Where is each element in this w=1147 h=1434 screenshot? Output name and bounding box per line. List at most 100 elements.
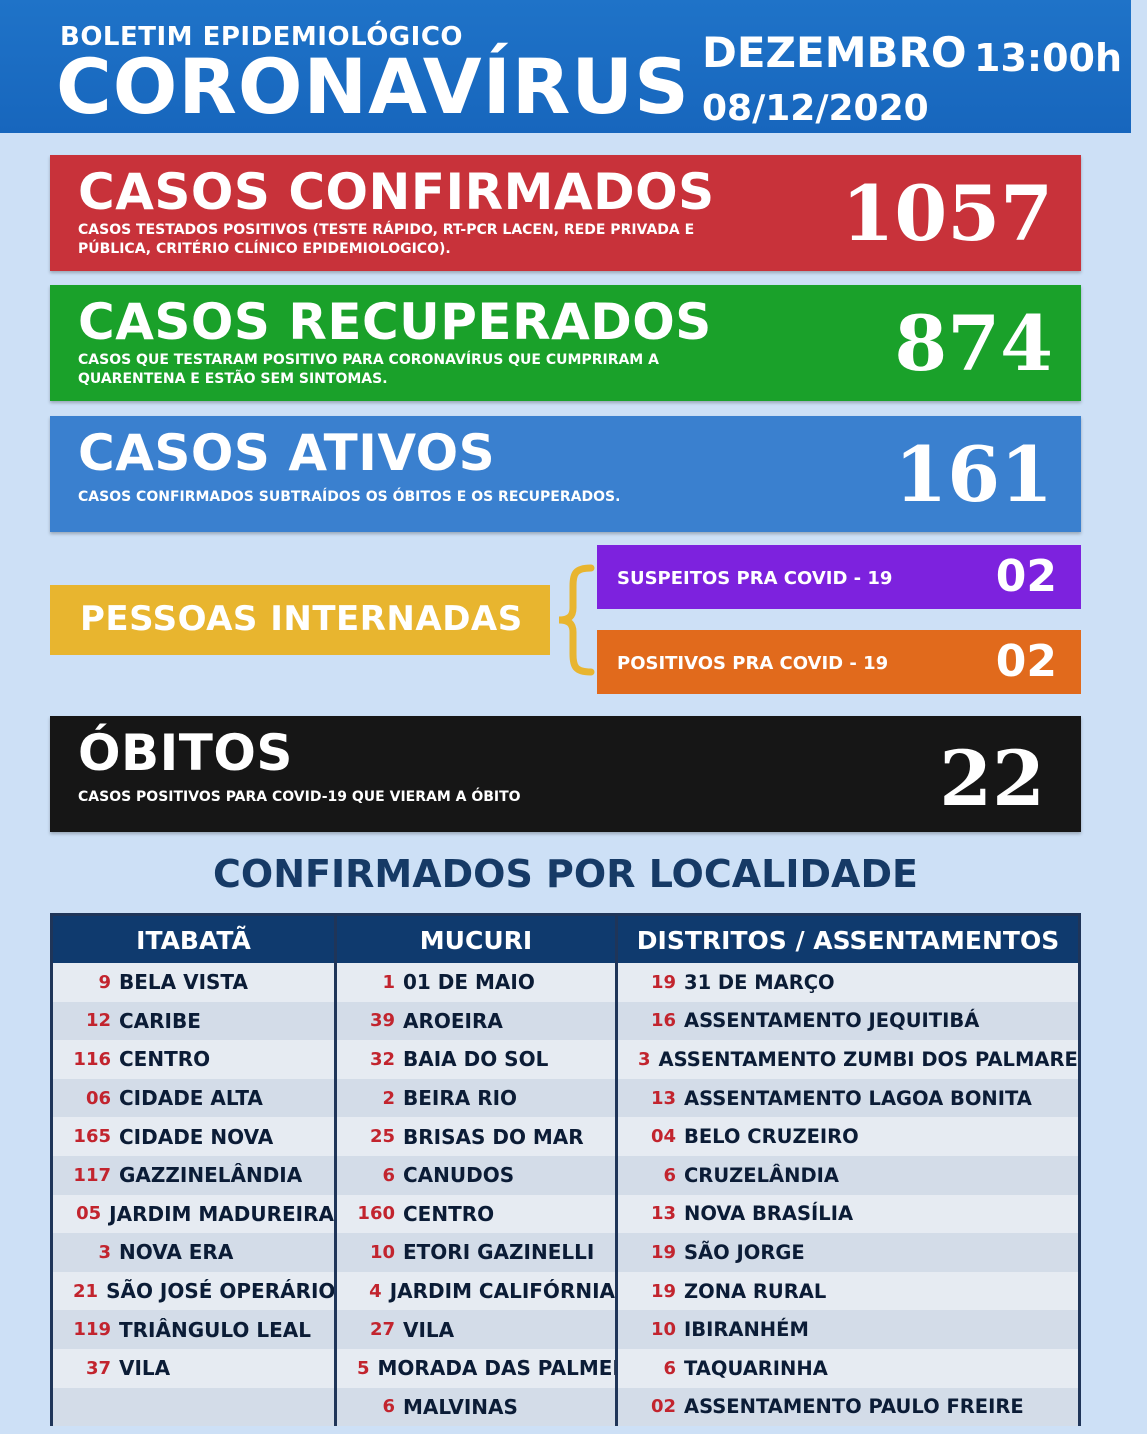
- date-label: 08/12/2020: [702, 88, 929, 129]
- table-row: 19 31 DE MARÇO: [618, 963, 1078, 1002]
- locality-name: CRUZELÂNDIA: [684, 1163, 839, 1187]
- table-row: 32 BAIA DO SOL: [337, 1040, 615, 1079]
- active-cases-description: CASOS CONFIRMADOS SUBTRAÍDOS OS ÓBITOS E…: [78, 489, 621, 505]
- case-count: 05: [76, 1203, 102, 1225]
- table-row: 02 ASSENTAMENTO PAULO FREIRE: [618, 1387, 1078, 1427]
- locality-name: TRIÂNGULO LEAL: [119, 1317, 311, 1342]
- suspects-label: SUSPEITOS PRA COVID - 19: [617, 568, 893, 589]
- case-count: 6: [663, 1357, 676, 1379]
- locality-name: CENTRO: [119, 1047, 211, 1072]
- recovered-cases-label: CASOS RECUPERADOS: [78, 293, 712, 351]
- active-cases-panel: CASOS ATIVOS CASOS CONFIRMADOS SUBTRAÍDO…: [50, 416, 1081, 532]
- case-count: 19: [650, 1241, 676, 1263]
- table-row: 25 BRISAS DO MAR: [337, 1117, 615, 1156]
- table-row: 39 AROEIRA: [337, 1001, 615, 1041]
- confirmed-cases-panel: CASOS CONFIRMADOS CASOS TESTADOS POSITIV…: [50, 155, 1081, 271]
- time-label: 13:00h: [974, 36, 1123, 80]
- case-count: 39: [369, 1010, 395, 1032]
- case-count: 6: [382, 1396, 395, 1418]
- recovered-cases-value: 874: [894, 299, 1053, 388]
- case-count: 165: [73, 1126, 111, 1148]
- table-row: 16 ASSENTAMENTO JEQUITIBÁ: [618, 1001, 1078, 1041]
- table-row: 10 IBIRANHÉM: [618, 1310, 1078, 1349]
- case-count: 116: [73, 1048, 111, 1070]
- locality-name: JARDIM CALIFÓRNIA: [389, 1279, 615, 1304]
- locality-name: BELO CRUZEIRO: [684, 1125, 859, 1149]
- hospitalized-panel: PESSOAS INTERNADAS: [50, 585, 550, 655]
- locality-name: CARIBE: [119, 1008, 201, 1033]
- locality-name: CENTRO: [403, 1201, 495, 1226]
- locality-name: IBIRANHÉM: [684, 1318, 809, 1342]
- locality-name: ETORI GAZINELLI: [403, 1240, 595, 1265]
- case-count: 3: [638, 1048, 651, 1070]
- case-count: 37: [85, 1357, 111, 1379]
- table-row: 165 CIDADE NOVA: [53, 1117, 334, 1156]
- suspects-value: 02: [995, 551, 1057, 602]
- locality-name: JARDIM MADUREIRA: [109, 1201, 334, 1226]
- column-mucuri: MUCURI 1 01 DE MAIO 39 AROEIRA 32 BAIA DO SOL…: [337, 916, 618, 1427]
- locality-name: SÃO JORGE: [684, 1240, 805, 1264]
- deaths-label: ÓBITOS: [78, 724, 293, 782]
- locality-title: CONFIRMADOS POR LOCALIDADE: [213, 852, 918, 896]
- locality-name: MALVINAS: [403, 1394, 518, 1419]
- locality-name: AROEIRA: [403, 1008, 503, 1033]
- deaths-panel: ÓBITOS CASOS POSITIVOS PARA COVID-19 QUE…: [50, 716, 1081, 832]
- table-row: 119 TRIÂNGULO LEAL: [53, 1310, 334, 1349]
- column-distritos: DISTRITOS / ASSENTAMENTOS 19 31 DE MARÇO 1…: [618, 916, 1078, 1427]
- hospitalized-label: PESSOAS INTERNADAS: [80, 599, 523, 639]
- locality-name: ASSENTAMENTO PAULO FREIRE: [684, 1395, 1024, 1419]
- case-count: 19: [650, 1280, 676, 1302]
- locality-name: SÃO JOSÉ OPERÁRIO: [106, 1279, 334, 1304]
- case-count: 1: [382, 971, 395, 993]
- case-count: 16: [650, 1010, 676, 1032]
- locality-name: CIDADE NOVA: [119, 1124, 274, 1149]
- locality-table: ITABATÃ 9 BELA VISTA 12 CARIBE 116 CENTRO 06 CI…: [50, 913, 1081, 1427]
- case-count: 117: [73, 1164, 111, 1186]
- confirmed-cases-description: CASOS TESTADOS POSITIVOS (TESTE RÁPIDO, …: [78, 222, 695, 257]
- case-count: 06: [85, 1087, 111, 1109]
- table-row: 06 CIDADE ALTA: [53, 1078, 334, 1118]
- locality-name: GAZZINELÂNDIA: [119, 1163, 303, 1188]
- positives-panel: POSITIVOS PRA COVID - 19 02: [597, 630, 1081, 694]
- table-row: 160 CENTRO: [337, 1194, 615, 1234]
- case-count: 9: [98, 971, 111, 993]
- table-row: [53, 1387, 334, 1427]
- locality-name: VILA: [403, 1317, 455, 1342]
- locality-name: BELA VISTA: [119, 970, 248, 995]
- locality-name: CIDADE ALTA: [119, 1086, 263, 1111]
- case-count: 19: [650, 971, 676, 993]
- table-row: 13 ASSENTAMENTO LAGOA BONITA: [618, 1078, 1078, 1118]
- locality-name: NOVA BRASÍLIA: [684, 1202, 854, 1226]
- column-itabata: ITABATÃ 9 BELA VISTA 12 CARIBE 116 CENTRO 06 CI…: [53, 916, 337, 1427]
- active-cases-label: CASOS ATIVOS: [78, 424, 496, 482]
- confirmed-cases-label: CASOS CONFIRMADOS: [78, 163, 715, 221]
- table-row: 3 ASSENTAMENTO ZUMBI DOS PALMARES: [618, 1040, 1078, 1079]
- confirmed-cases-value: 1057: [841, 169, 1053, 258]
- table-row: 6 CANUDOS: [337, 1155, 615, 1195]
- table-row: 3 NOVA ERA: [53, 1233, 334, 1272]
- case-count: 3: [98, 1241, 111, 1263]
- deaths-description: CASOS POSITIVOS PARA COVID-19 QUE VIERAM…: [78, 789, 521, 805]
- locality-name: BAIA DO SOL: [403, 1047, 549, 1072]
- locality-name: VILA: [119, 1356, 171, 1381]
- locality-name: ASSENTAMENTO JEQUITIBÁ: [684, 1009, 980, 1033]
- table-row: 1 01 DE MAIO: [337, 963, 615, 1002]
- table-row: 19 SÃO JORGE: [618, 1233, 1078, 1272]
- case-count: 13: [650, 1087, 676, 1109]
- column-header: DISTRITOS / ASSENTAMENTOS: [618, 916, 1078, 963]
- case-count: 21: [73, 1280, 99, 1302]
- case-count: 13: [650, 1203, 676, 1225]
- case-count: 25: [369, 1126, 395, 1148]
- locality-name: MORADA DAS PALMEIRAS: [377, 1356, 615, 1381]
- case-count: 5: [357, 1357, 370, 1379]
- locality-name: BEIRA RIO: [403, 1086, 518, 1111]
- table-row: 21 SÃO JOSÉ OPERÁRIO: [53, 1271, 334, 1311]
- table-row: 13 NOVA BRASÍLIA: [618, 1194, 1078, 1234]
- case-count: 2: [382, 1087, 395, 1109]
- case-count: 4: [369, 1280, 382, 1302]
- table-row: 2 BEIRA RIO: [337, 1078, 615, 1118]
- page-title: CORONAVÍRUS: [56, 42, 690, 131]
- case-count: 119: [73, 1319, 111, 1341]
- case-count: 04: [650, 1126, 676, 1148]
- table-row: 19 ZONA RURAL: [618, 1271, 1078, 1311]
